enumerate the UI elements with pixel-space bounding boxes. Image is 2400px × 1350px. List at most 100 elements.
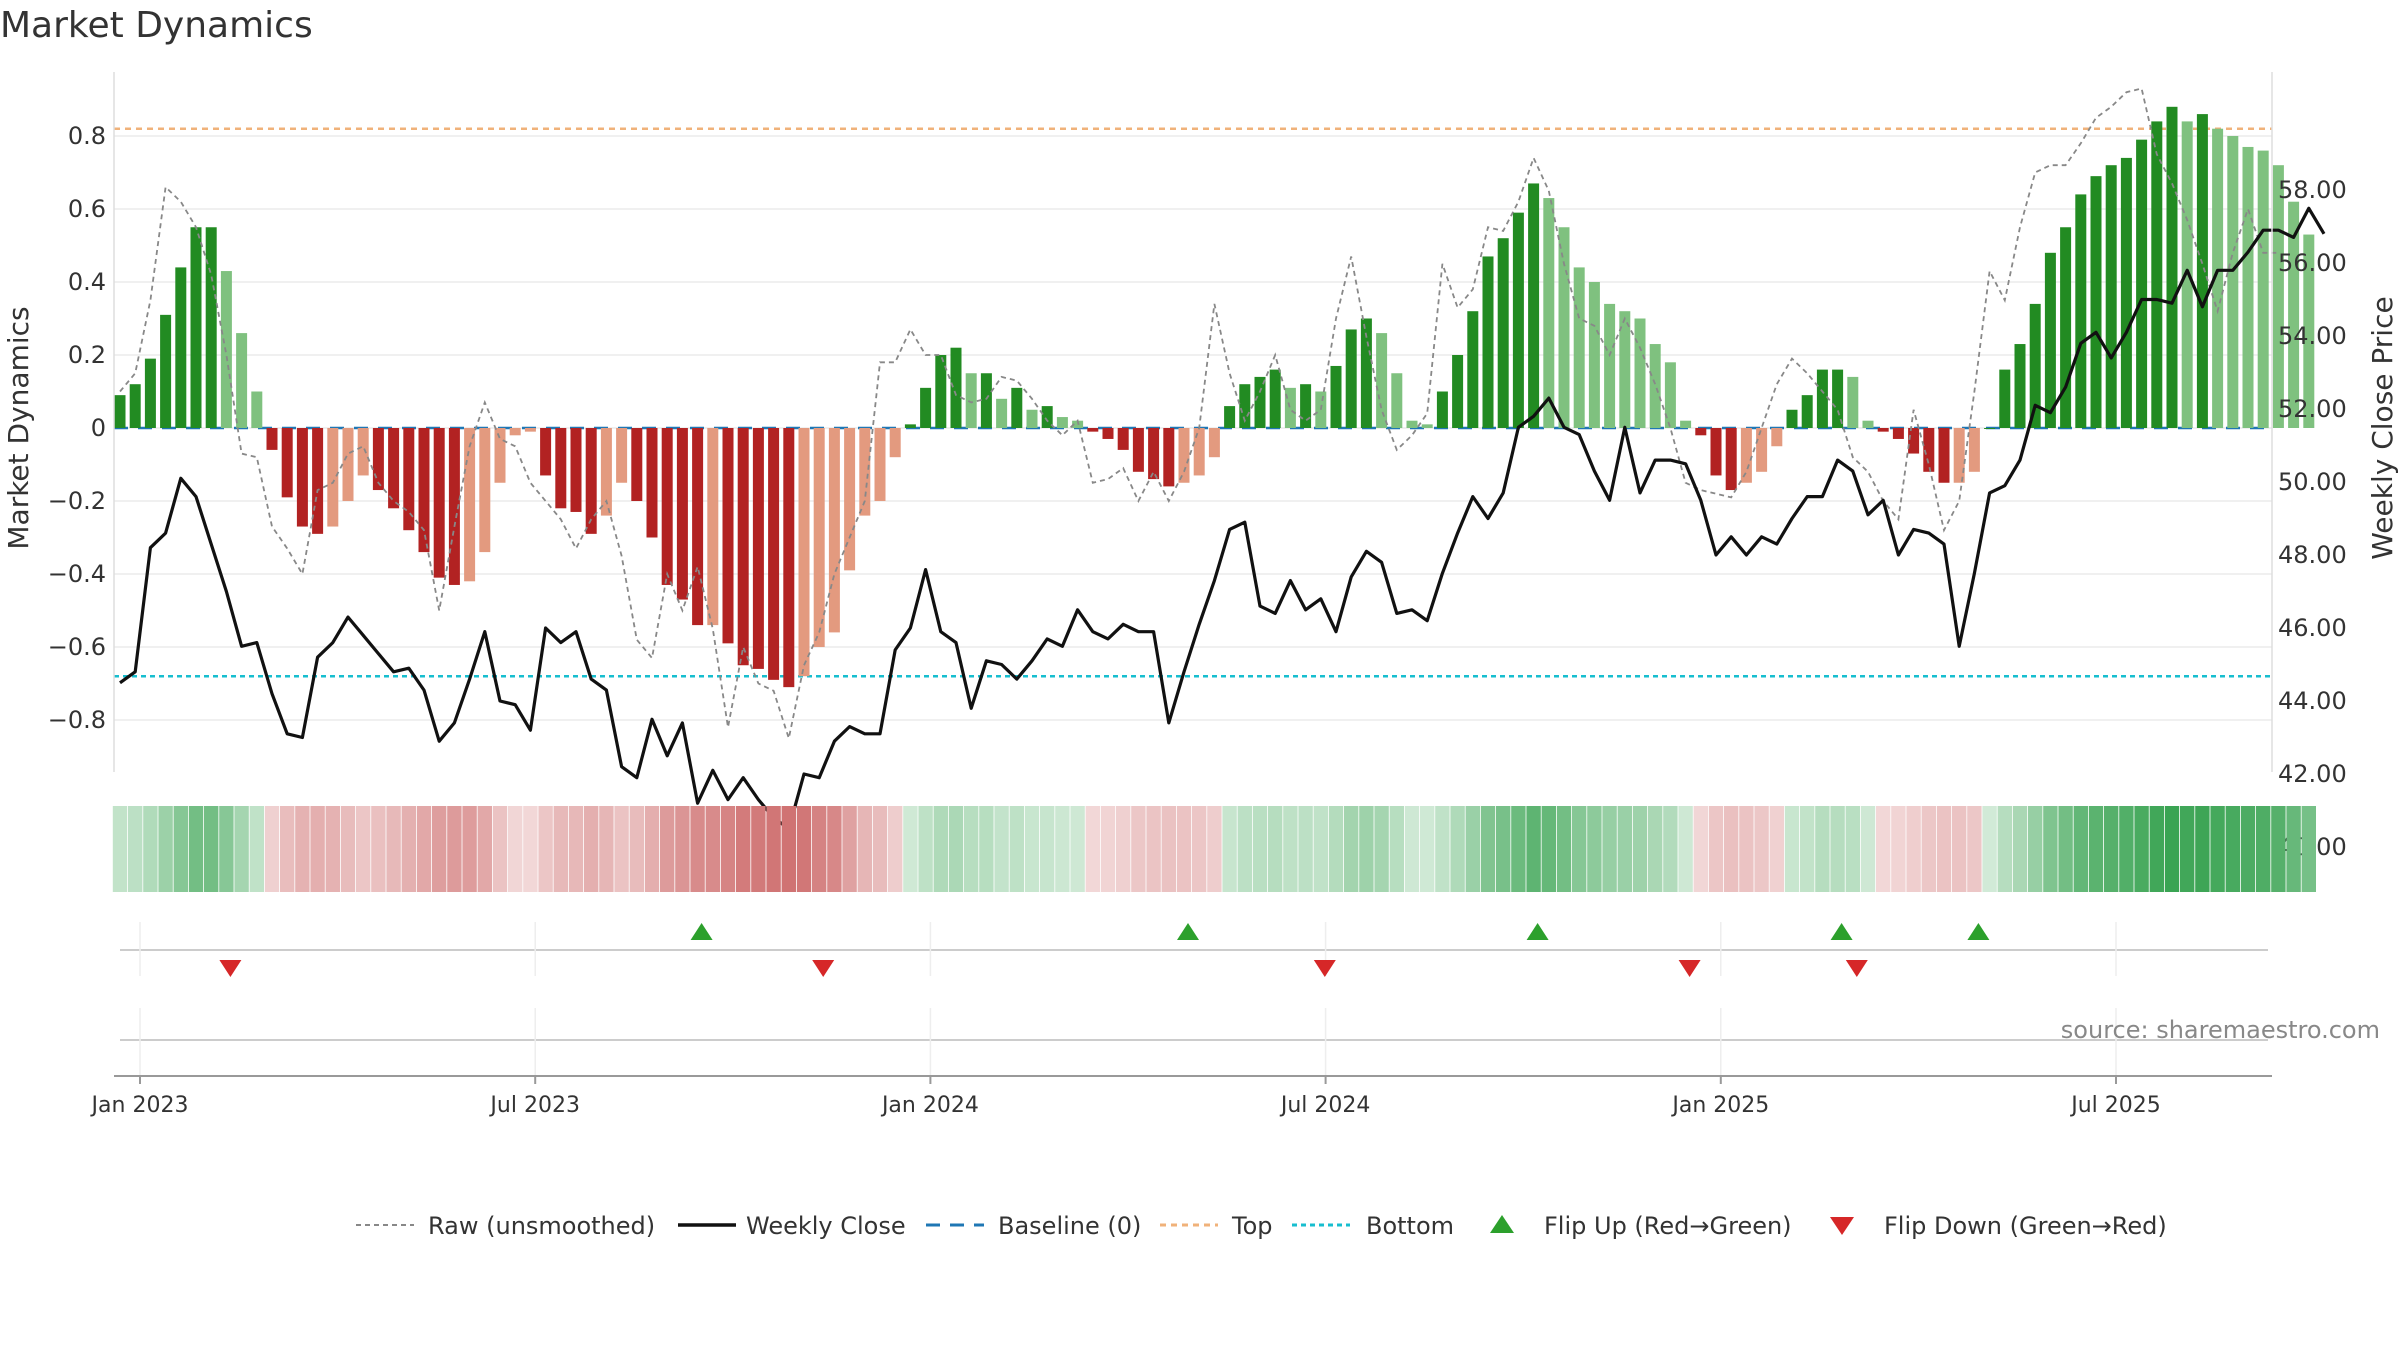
strip-cell	[1830, 806, 1845, 892]
flip-up-marker	[1830, 923, 1853, 940]
strip-cell	[568, 806, 584, 892]
bar	[2257, 150, 2269, 428]
strip-cell	[1359, 806, 1374, 892]
legend-label: Flip Down (Green→Red)	[1884, 1212, 2167, 1240]
bar	[524, 428, 536, 432]
bar	[2181, 121, 2193, 429]
bar	[996, 398, 1008, 428]
strip-cell	[280, 806, 295, 892]
bar	[661, 428, 673, 585]
strip-cell	[1024, 806, 1040, 892]
strip-cell	[1602, 806, 1617, 892]
strip-cell	[462, 806, 477, 892]
y2-tick-label: 44.00	[2278, 687, 2347, 715]
strip-cell	[1465, 806, 1480, 892]
bar	[433, 428, 445, 578]
strip-cell	[1769, 806, 1784, 892]
strip-cell	[842, 806, 857, 892]
bar	[1908, 428, 1920, 454]
bar	[965, 373, 977, 428]
legend: Raw (unsmoothed) Weekly Close Baseline (0)…	[356, 1212, 2167, 1240]
y-tick-label: 0.8	[68, 122, 106, 150]
bar	[1816, 369, 1828, 428]
bar	[494, 428, 506, 483]
bar	[1680, 420, 1692, 428]
flip-down-marker	[219, 960, 242, 977]
strip-cell	[1906, 806, 1921, 892]
bar	[418, 428, 430, 553]
bar	[1148, 428, 1160, 480]
x-tick-label: Jul 2025	[2069, 1093, 2161, 1118]
bar	[281, 428, 293, 498]
bar	[555, 428, 567, 509]
bar	[859, 428, 871, 516]
bar	[585, 428, 597, 534]
bar	[236, 333, 248, 428]
bar	[600, 428, 612, 516]
bar	[1284, 387, 1296, 428]
strip-cell	[538, 806, 553, 892]
bar	[1877, 428, 1889, 432]
bar	[1497, 238, 1509, 428]
bar	[388, 428, 400, 509]
legend-label: Bottom	[1366, 1212, 1454, 1240]
strip-cell	[1921, 806, 1936, 892]
strip-cell	[1663, 806, 1678, 892]
bar	[1376, 333, 1388, 428]
y2-tick-label: 42.00	[2278, 760, 2347, 788]
bar	[1239, 384, 1251, 428]
bottom-panel	[120, 1008, 2268, 1076]
strip-cell	[1480, 806, 1496, 892]
y-tick-label: 0	[91, 414, 106, 442]
bar	[1041, 406, 1053, 428]
bar	[342, 428, 354, 501]
y2-tick-label: 46.00	[2278, 614, 2347, 642]
bar	[1330, 365, 1342, 428]
bar	[1406, 420, 1418, 428]
y2-tick-label: 58.00	[2278, 176, 2347, 204]
strip-cell	[2210, 806, 2225, 892]
bar	[752, 428, 764, 669]
bar	[828, 428, 840, 633]
strip-cell	[994, 806, 1009, 892]
bar	[1011, 387, 1023, 428]
bar	[707, 428, 719, 626]
strip-cell	[523, 806, 538, 892]
strip-cell	[1511, 806, 1526, 892]
legend-label: Raw (unsmoothed)	[428, 1212, 655, 1240]
strip-cell	[1952, 806, 1967, 892]
bar	[2060, 227, 2072, 428]
bar	[737, 428, 749, 666]
strip-cell	[477, 806, 492, 892]
raw-line	[119, 87, 2279, 742]
y-tick-label: −0.8	[48, 706, 106, 734]
strip-cell	[234, 806, 249, 892]
strip-cell	[401, 806, 416, 892]
bar	[768, 428, 780, 680]
legend-label: Top	[1231, 1212, 1273, 1240]
strip-cell	[964, 806, 979, 892]
strip-cell	[112, 806, 128, 892]
bar	[464, 428, 476, 582]
regime-strip	[112, 806, 2316, 892]
bar	[2303, 234, 2315, 428]
bar	[570, 428, 582, 512]
strip-cell	[720, 806, 736, 892]
reference-lines	[114, 127, 2272, 678]
strip-cell	[1450, 806, 1465, 892]
y-tick-label: −0.4	[48, 560, 106, 588]
strip-cell	[1648, 806, 1663, 892]
strip-cell	[660, 806, 675, 892]
x-tick-label: Jul 2024	[1279, 1093, 1371, 1118]
legend-flip-up-icon	[1490, 1215, 1514, 1233]
bar	[2288, 201, 2300, 428]
strip-cell	[872, 806, 888, 892]
bar	[1725, 428, 1737, 491]
strip-cell	[1541, 806, 1556, 892]
strip-cell	[219, 806, 234, 892]
bar	[1056, 417, 1068, 428]
strip-cell	[2119, 806, 2134, 892]
bar	[1421, 424, 1433, 428]
strip-cell	[2149, 806, 2164, 892]
strip-cell	[1268, 806, 1283, 892]
